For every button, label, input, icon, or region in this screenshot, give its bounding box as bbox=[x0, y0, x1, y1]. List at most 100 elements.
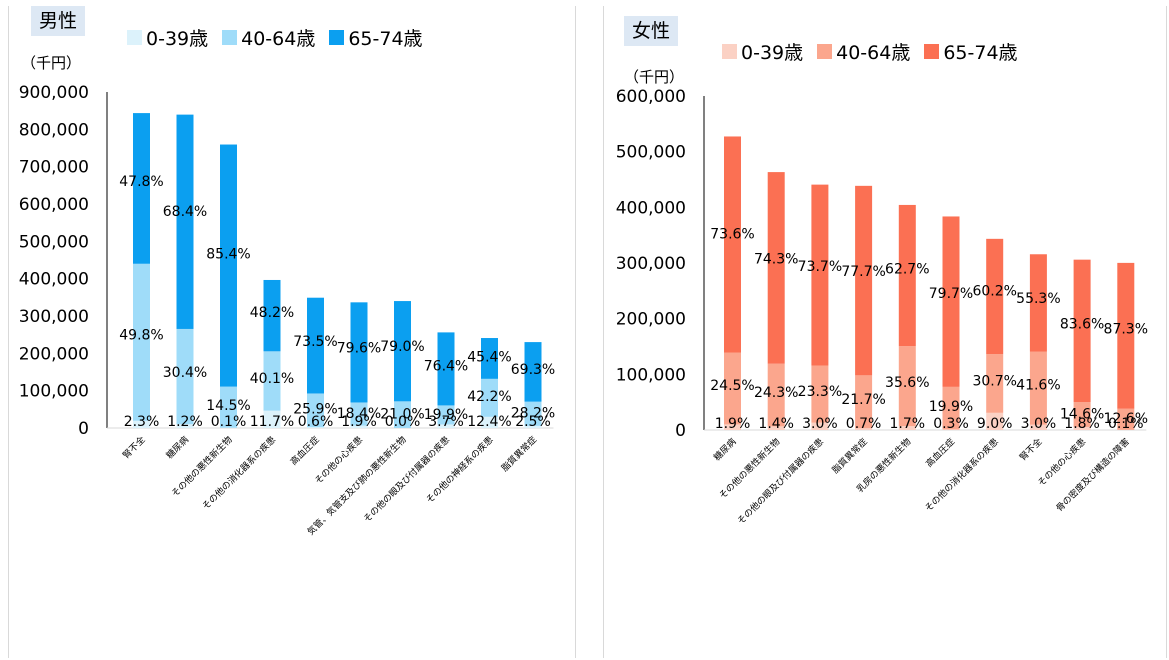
bar-segment bbox=[437, 332, 455, 406]
legend-item: 0-39歳 bbox=[722, 38, 803, 65]
data-label: 69.3% bbox=[511, 362, 555, 378]
x-tick-label: 糖尿病 bbox=[164, 434, 192, 462]
y-axis-unit: （千円） bbox=[624, 68, 685, 86]
data-label: 3.0% bbox=[1021, 416, 1057, 432]
data-label: 0.7% bbox=[846, 416, 882, 432]
data-label: 23.3% bbox=[798, 384, 842, 400]
data-label: 87.3% bbox=[1104, 322, 1148, 338]
bar-segment bbox=[898, 426, 916, 430]
data-label: 79.6% bbox=[337, 340, 381, 356]
data-label: 11.7% bbox=[250, 414, 294, 430]
data-label: 73.7% bbox=[798, 259, 842, 275]
male-chart-panel: 男性 0-39歳 40-64歳 65-74歳 （千円） 0 100,000 200,… bbox=[8, 6, 576, 658]
data-label: 1.8% bbox=[1064, 416, 1100, 432]
y-tick-label: 0 bbox=[675, 421, 686, 441]
y-tick-label: 400,000 bbox=[616, 198, 686, 218]
data-label: 1.4% bbox=[758, 416, 794, 432]
bar-segment bbox=[986, 412, 1004, 430]
data-label: 12.4% bbox=[467, 414, 511, 430]
bar-segment bbox=[176, 114, 194, 329]
legend-swatch bbox=[722, 44, 737, 59]
data-label: 35.6% bbox=[885, 375, 929, 391]
bar-segment bbox=[986, 238, 1004, 355]
bar-segment bbox=[942, 386, 960, 430]
data-label: 1.9% bbox=[715, 416, 751, 432]
bar-segment bbox=[1073, 426, 1091, 430]
x-tick-label: 腎不全 bbox=[120, 434, 148, 462]
y-tick-label: 300,000 bbox=[19, 307, 89, 327]
data-label: 40.1% bbox=[250, 371, 294, 387]
x-tick-label: 糖尿病 bbox=[711, 436, 739, 464]
legend-swatch bbox=[924, 44, 940, 59]
legend-item: 65-74歳 bbox=[329, 24, 423, 51]
data-label: 18.4% bbox=[337, 406, 381, 422]
legend-swatch bbox=[329, 30, 345, 45]
data-label: 0.1% bbox=[1108, 416, 1144, 432]
bar-segment bbox=[986, 354, 1004, 413]
bar-segment bbox=[724, 352, 741, 425]
x-tick-label: その他の消化器系の疾患 bbox=[200, 434, 278, 512]
male-chart-plot: 0 100,000 200,000 300,000 400,000 500,000 600,… bbox=[19, 83, 556, 538]
data-label: 77.7% bbox=[841, 264, 885, 280]
data-label: 1.9% bbox=[341, 414, 377, 430]
data-label: 12.6% bbox=[1104, 411, 1148, 427]
bar-segment bbox=[724, 424, 741, 430]
bar-segment bbox=[394, 401, 411, 428]
x-tick-label: 脂質異常症 bbox=[829, 436, 869, 476]
y-tick-label: 500,000 bbox=[616, 143, 686, 163]
data-label: 49.8% bbox=[119, 327, 163, 343]
bar-segment bbox=[811, 184, 829, 366]
x-tick-label: 腎不全 bbox=[1017, 436, 1045, 464]
data-label: 73.5% bbox=[293, 334, 337, 350]
legend: 0-39歳 40-64歳 65-74歳 bbox=[127, 24, 423, 51]
legend-item: 40-64歳 bbox=[222, 24, 315, 51]
bar-segment bbox=[220, 386, 237, 428]
data-label: 24.5% bbox=[710, 378, 754, 394]
bar-segment bbox=[307, 393, 324, 428]
data-label: 85.4% bbox=[206, 246, 250, 262]
y-tick-label: 100,000 bbox=[616, 365, 686, 385]
bar-segment bbox=[898, 204, 916, 347]
y-tick-label: 200,000 bbox=[19, 344, 89, 364]
data-label: 45.4% bbox=[467, 349, 511, 365]
bar-segment bbox=[176, 328, 194, 425]
data-label: 55.3% bbox=[1016, 291, 1060, 307]
bar-segment bbox=[307, 427, 324, 428]
bar-segment bbox=[1117, 262, 1135, 409]
y-tick-label: 200,000 bbox=[616, 310, 686, 330]
bar-segment bbox=[263, 279, 281, 352]
bar-segment bbox=[133, 263, 150, 421]
y-tick-label: 0 bbox=[78, 419, 89, 439]
legend-label: 65-74歳 bbox=[348, 28, 423, 50]
data-label: 47.8% bbox=[119, 174, 163, 190]
y-tick-label: 600,000 bbox=[616, 87, 686, 107]
bar-segment bbox=[524, 425, 542, 428]
data-label: 79.0% bbox=[380, 339, 424, 355]
chart-title: 男性 bbox=[31, 6, 86, 36]
data-label: 62.7% bbox=[885, 261, 929, 277]
bar-segment bbox=[437, 405, 455, 425]
bar-segment bbox=[481, 416, 498, 428]
bar-segment bbox=[350, 425, 368, 428]
legend: 0-39歳 40-64歳 65-74歳 bbox=[722, 38, 1018, 65]
bar-segment bbox=[942, 429, 960, 430]
data-label: 19.9% bbox=[424, 407, 468, 423]
chart-title: 女性 bbox=[624, 16, 679, 46]
bar-segment bbox=[220, 144, 237, 387]
data-label: 41.6% bbox=[1016, 377, 1060, 393]
bar-segment bbox=[855, 428, 873, 430]
data-label: 2.3% bbox=[124, 414, 160, 430]
bar-segment bbox=[133, 420, 150, 428]
bar-segment bbox=[767, 426, 785, 430]
bar-segment bbox=[855, 375, 873, 429]
data-label: 2.5% bbox=[515, 414, 551, 430]
x-tick-label: 高血圧症 bbox=[288, 434, 322, 468]
data-label: 14.6% bbox=[1060, 406, 1104, 422]
x-tick-label: その他の眼及び付属器の疾患 bbox=[735, 436, 826, 527]
bar-segment bbox=[176, 424, 194, 428]
y-axis-unit: （千円） bbox=[21, 54, 82, 72]
bar-segment bbox=[524, 342, 542, 402]
y-tick-label: 900,000 bbox=[19, 83, 89, 103]
data-label: 0.3% bbox=[933, 416, 969, 432]
legend-label: 0-39歳 bbox=[741, 42, 804, 64]
